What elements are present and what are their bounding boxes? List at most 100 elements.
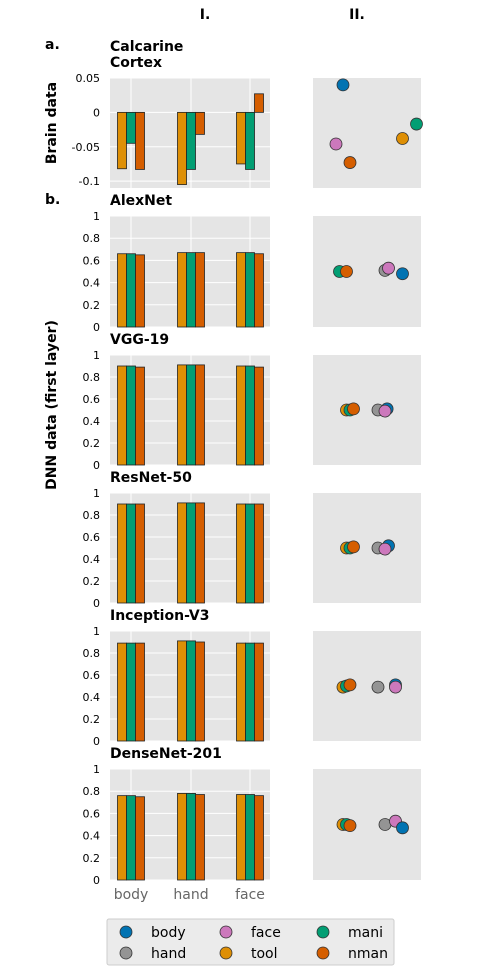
point-nman — [348, 541, 360, 553]
bar-hand-tool — [178, 641, 187, 741]
y-tick-label: 0.05 — [76, 72, 101, 85]
point-nman — [344, 820, 356, 832]
y-tick-label: 0 — [93, 459, 100, 472]
bar-face-nman — [255, 504, 264, 603]
y-tick-label: 0.8 — [83, 785, 101, 798]
y-tick-label: 0.8 — [83, 232, 101, 245]
bar-face-tool — [237, 643, 246, 741]
bar-hand-nman — [196, 642, 205, 741]
y-tick-label: 0 — [93, 321, 100, 334]
point-face — [379, 543, 391, 555]
bar-body-tool — [118, 112, 127, 168]
bar-hand-nman — [196, 795, 205, 880]
bar-body-nman — [136, 504, 145, 603]
panel-6: 0 0.2 0.4 0.6 0.8 1 DenseNet-201 body hand face — [83, 746, 422, 903]
bar-face-nman — [255, 254, 264, 327]
bar-hand-nman — [196, 365, 205, 465]
y-tick-label: 0.8 — [83, 647, 101, 660]
bar-face-mani — [246, 253, 255, 327]
legend-label-face: face — [251, 925, 281, 941]
panel-4: 0 0.2 0.4 0.6 0.8 1 ResNet-50 — [83, 470, 422, 610]
legend-marker-face — [220, 926, 232, 938]
bar-hand-tool — [178, 793, 187, 880]
bar-body-tool — [118, 796, 127, 880]
bar-body-nman — [136, 797, 145, 880]
column-header-1: I. — [200, 7, 211, 23]
bar-body-nman — [136, 367, 145, 465]
bar-body-mani — [127, 643, 136, 741]
y-tick-label: 0.6 — [83, 531, 101, 544]
bar-face-tool — [237, 795, 246, 880]
y-tick-label: 1 — [93, 625, 100, 638]
bar-hand-tool — [178, 253, 187, 327]
legend-label-tool: tool — [251, 946, 278, 962]
y-tick-label: 1 — [93, 210, 100, 223]
bar-hand-tool — [178, 503, 187, 603]
point-face — [379, 405, 391, 417]
bar-hand-nman — [196, 253, 205, 327]
scatter-panel-bg — [313, 631, 421, 741]
bar-hand-mani — [187, 641, 196, 741]
y-tick-label: -0.1 — [79, 175, 100, 188]
y-tick-label: 0 — [93, 597, 100, 610]
point-nman — [348, 403, 360, 415]
legend-marker-mani — [317, 926, 329, 938]
bar-body-mani — [127, 796, 136, 880]
legend-label-nman: nman — [348, 946, 388, 962]
panel-title: Cortex — [110, 55, 162, 71]
panel-3: 0 0.2 0.4 0.6 0.8 1 VGG-19 — [83, 332, 422, 472]
panel-title: AlexNet — [110, 193, 172, 209]
x-tick-label: hand — [173, 887, 208, 903]
scatter-panel-bg — [313, 493, 421, 603]
y-tick-label: 0.8 — [83, 509, 101, 522]
y-tick-label: 0.6 — [83, 393, 101, 406]
point-body — [397, 822, 409, 834]
y-tick-label: 0.4 — [83, 277, 101, 290]
panel-title: Inception-V3 — [110, 608, 209, 624]
y-tick-label: 0.2 — [83, 299, 101, 312]
y-tick-label: 0.2 — [83, 852, 101, 865]
point-nman — [344, 679, 356, 691]
bar-hand-mani — [187, 253, 196, 327]
bar-hand-mani — [187, 112, 196, 169]
bar-face-tool — [237, 112, 246, 164]
point-body — [337, 79, 349, 91]
point-tool — [397, 133, 409, 145]
y-tick-label: 0.4 — [83, 691, 101, 704]
bar-body-tool — [118, 504, 127, 603]
y-tick-label: 0.4 — [83, 553, 101, 566]
bar-face-nman — [255, 367, 264, 465]
point-face — [383, 262, 395, 274]
y-tick-label: 0.4 — [83, 830, 101, 843]
panel-title: DenseNet-201 — [110, 746, 222, 762]
y-tick-label: 1 — [93, 487, 100, 500]
y-tick-label: 0.2 — [83, 713, 101, 726]
point-hand — [372, 681, 384, 693]
point-face — [390, 681, 402, 693]
bar-face-mani — [246, 504, 255, 603]
x-tick-label: body — [114, 887, 149, 903]
section-label-a: a. — [45, 37, 60, 53]
bar-body-mani — [127, 366, 136, 465]
point-nman — [344, 157, 356, 169]
bar-hand-mani — [187, 503, 196, 603]
y-label-dnn: DNN data (first layer) — [44, 320, 60, 490]
bar-hand-mani — [187, 365, 196, 465]
y-tick-label: 1 — [93, 763, 100, 776]
y-tick-label: 0.2 — [83, 437, 101, 450]
bar-hand-tool — [178, 112, 187, 184]
y-label-brain: Brain data — [44, 82, 60, 164]
bar-body-mani — [127, 504, 136, 603]
panel-title: Calcarine — [110, 39, 183, 55]
y-tick-label: 0.6 — [83, 669, 101, 682]
y-tick-label: 0.8 — [83, 371, 101, 384]
bar-hand-nman — [196, 503, 205, 603]
point-mani — [411, 118, 423, 130]
point-body — [397, 268, 409, 280]
section-label-b: b. — [45, 192, 60, 208]
scatter-panel-bg — [313, 355, 421, 465]
point-face — [330, 138, 342, 150]
y-tick-label: 0.6 — [83, 807, 101, 820]
bar-body-tool — [118, 643, 127, 741]
